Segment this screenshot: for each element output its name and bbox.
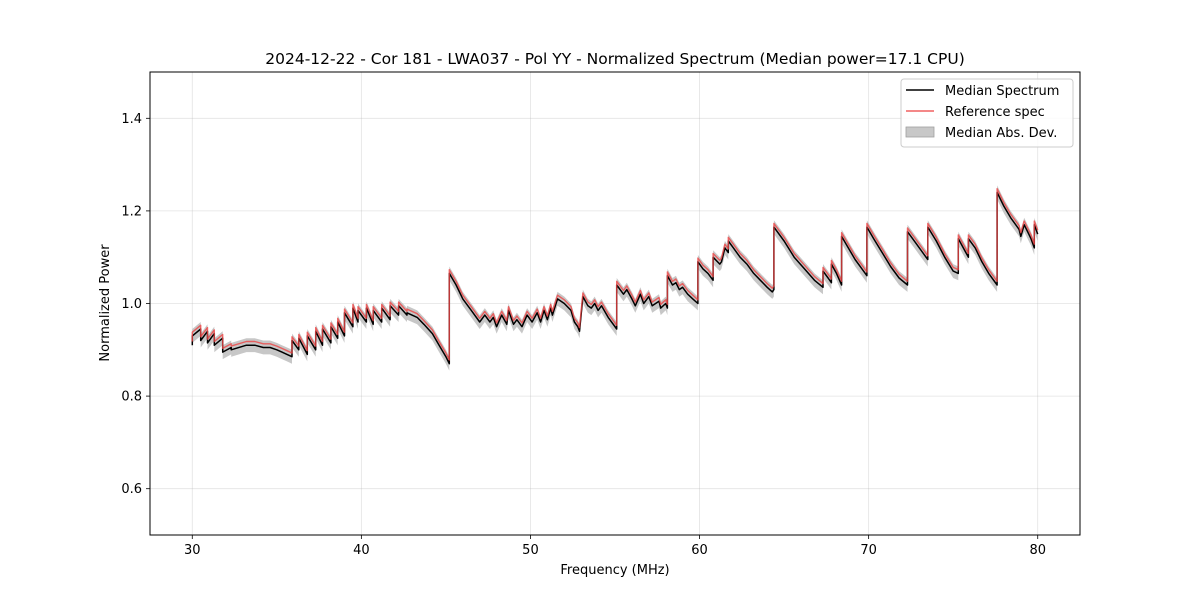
y-tick-label: 0.6 (121, 482, 142, 497)
legend-median-label: Median Spectrum (945, 84, 1059, 99)
x-axis-label: Frequency (MHz) (560, 563, 669, 578)
reference-spectrum-line (191, 188, 1039, 361)
y-axis-ticks: 0.6 0.8 1.0 1.2 1.4 (121, 112, 150, 497)
x-tick-label: 30 (184, 543, 201, 558)
y-axis-label: Normalized Power (98, 244, 113, 362)
legend-box (900, 78, 1074, 148)
x-tick-label: 40 (353, 543, 370, 558)
plot-area (191, 185, 1039, 371)
x-tick-label: 70 (860, 543, 877, 558)
y-tick-label: 1.2 (121, 204, 142, 219)
median-spectrum-line (191, 191, 1039, 365)
y-tick-label: 1.0 (121, 297, 142, 312)
median-abs-dev-band (192, 185, 1038, 371)
legend-mad-label: Median Abs. Dev. (945, 126, 1057, 141)
x-tick-label: 80 (1029, 543, 1046, 558)
legend: Median Spectrum Reference spec Median Ab… (900, 78, 1074, 148)
chart-title: 2024-12-22 - Cor 181 - LWA037 - Pol YY -… (265, 50, 965, 68)
x-tick-label: 60 (691, 543, 708, 558)
y-tick-label: 1.4 (121, 112, 142, 127)
legend-reference-label: Reference spec (945, 105, 1045, 120)
x-axis-ticks: 30 40 50 60 70 80 (184, 535, 1046, 558)
legend-mad-swatch (905, 126, 935, 138)
y-tick-label: 0.8 (121, 390, 142, 405)
x-tick-label: 50 (522, 543, 539, 558)
